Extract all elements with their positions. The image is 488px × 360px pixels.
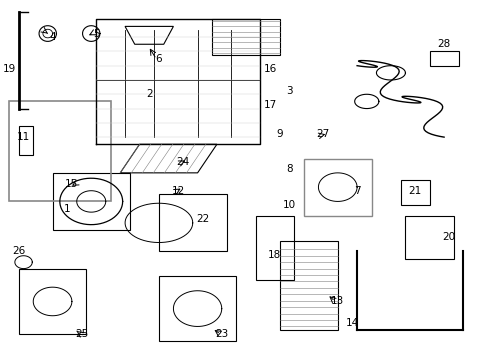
Text: 6: 6 bbox=[155, 54, 162, 64]
Text: 28: 28 bbox=[437, 39, 450, 49]
Text: 7: 7 bbox=[353, 186, 360, 196]
Text: 2: 2 bbox=[145, 89, 152, 99]
Text: 23: 23 bbox=[215, 329, 228, 339]
Text: 10: 10 bbox=[282, 200, 295, 210]
Text: 25: 25 bbox=[75, 329, 88, 339]
Text: 14: 14 bbox=[345, 318, 358, 328]
Text: 24: 24 bbox=[176, 157, 189, 167]
Text: 16: 16 bbox=[263, 64, 276, 74]
Text: 5: 5 bbox=[93, 28, 99, 39]
Text: 27: 27 bbox=[316, 129, 329, 139]
Text: 13: 13 bbox=[330, 296, 344, 306]
Text: 12: 12 bbox=[171, 186, 184, 196]
Text: 20: 20 bbox=[442, 232, 454, 242]
Text: 21: 21 bbox=[407, 186, 421, 196]
Text: 19: 19 bbox=[2, 64, 16, 74]
Text: 26: 26 bbox=[12, 247, 25, 256]
Text: 8: 8 bbox=[285, 164, 292, 174]
Text: 9: 9 bbox=[276, 129, 283, 139]
Text: 11: 11 bbox=[17, 132, 30, 142]
Text: 4: 4 bbox=[49, 32, 56, 42]
Text: 18: 18 bbox=[268, 250, 281, 260]
Text: 3: 3 bbox=[285, 86, 292, 96]
Text: 22: 22 bbox=[195, 214, 208, 224]
Text: 15: 15 bbox=[65, 179, 79, 189]
Text: 1: 1 bbox=[63, 203, 70, 213]
Text: 17: 17 bbox=[263, 100, 276, 110]
